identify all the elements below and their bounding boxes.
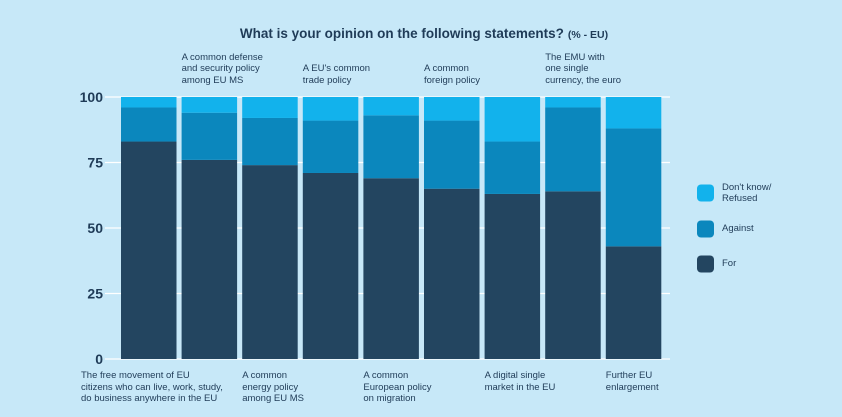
- category-label-line: one single: [545, 63, 589, 74]
- bar-segment-for: [424, 188, 480, 359]
- bar-segment-don-t-know-refused: [121, 97, 177, 108]
- category-label: A digital single market in the EU: [485, 370, 556, 393]
- bar-stack: [605, 97, 662, 359]
- bar-stack: [181, 97, 238, 359]
- bar-segment-don-t-know-refused: [605, 97, 662, 129]
- legend-label: Against: [722, 223, 754, 235]
- category-label-line: A common defense: [181, 51, 263, 63]
- bar-segment-don-t-know-refused: [363, 97, 419, 116]
- bar-stack: [363, 97, 419, 359]
- category-label-line: The free movement of EU: [81, 370, 190, 381]
- category-label-line: Further EU: [605, 370, 653, 381]
- bar-segment-for: [181, 159, 238, 359]
- stacked-bars: [121, 97, 662, 359]
- category-label-line: on migration: [363, 393, 416, 404]
- bar-segment-for: [121, 141, 177, 359]
- chart-title: What is your opinion on the following st…: [240, 26, 608, 41]
- bar-segment-for: [545, 191, 601, 359]
- category-label-line: among EU MS: [242, 393, 304, 404]
- bar-segment-for: [302, 172, 359, 359]
- category-label-line: trade policy: [302, 74, 352, 86]
- bar-segment-don-t-know-refused: [484, 97, 541, 142]
- category-label-line: The EMU with: [545, 51, 605, 63]
- bar-segment-against: [545, 107, 601, 192]
- category-label: The EMU with one single currency, the euro: [545, 52, 621, 87]
- bar-stack: [302, 97, 359, 359]
- category-label-line: A digital single: [484, 370, 546, 381]
- category-label-line: A common: [363, 370, 409, 381]
- category-label: A common European policy on migration: [363, 370, 431, 405]
- bar-segment-against: [484, 141, 541, 194]
- category-label-line: enlargement: [605, 381, 659, 393]
- category-label-line: European policy: [363, 381, 432, 393]
- chart-title-main: What is your opinion on the following st…: [240, 26, 564, 41]
- y-tick-label: 25: [87, 286, 103, 302]
- category-label-line: currency, the euro: [545, 74, 622, 86]
- category-label: A common foreign policy: [424, 63, 480, 86]
- legend-label-line: Refused: [722, 193, 758, 204]
- legend-label: Don't know/Refused: [722, 182, 771, 205]
- bar-segment-for: [484, 193, 541, 359]
- bar-segment-for: [363, 178, 419, 359]
- category-label: The free movement of EU citizens who can …: [81, 370, 223, 405]
- legend-label: For: [722, 258, 736, 270]
- bar-stack: [242, 97, 298, 359]
- category-label: A common defense and security policy among…: [182, 52, 263, 87]
- bar-segment-against: [181, 112, 238, 160]
- y-tick-label: 50: [87, 220, 103, 236]
- category-label-line: market in the EU: [484, 381, 556, 393]
- category-label-line: do business anywhere in the EU: [81, 393, 218, 404]
- bar-segment-against: [242, 117, 298, 166]
- chart-title-suffix: (% - EU): [568, 29, 608, 41]
- legend-label-line: Against: [722, 223, 754, 235]
- legend-label-line: For: [722, 258, 737, 270]
- category-label: A EU's common trade policy: [303, 63, 370, 86]
- bar-segment-against: [121, 107, 177, 142]
- category-label-line: and security policy: [181, 63, 260, 74]
- y-axis: 0 25 50 75 100: [80, 89, 104, 367]
- category-label: Further EU enlargement: [606, 370, 659, 393]
- bar-stack: [424, 97, 480, 359]
- category-label-line: citizens who can live, work, study,: [81, 381, 223, 393]
- legend-label-line: Don't know/: [722, 181, 772, 193]
- bar-stack: [545, 97, 601, 359]
- bar-segment-don-t-know-refused: [545, 97, 601, 108]
- category-label-line: energy policy: [242, 381, 299, 393]
- bar-segment-for: [242, 165, 298, 359]
- category-label-line: among EU MS: [181, 74, 244, 86]
- bar-stack: [484, 97, 541, 359]
- category-label-line: A common: [242, 370, 288, 381]
- bar-segment-don-t-know-refused: [242, 97, 298, 118]
- legend-swatch: [697, 184, 714, 202]
- bar-segment-against: [363, 115, 419, 179]
- bar-segment-don-t-know-refused: [302, 97, 359, 121]
- category-label: A common energy policy among EU MS: [242, 370, 304, 405]
- bar-segment-don-t-know-refused: [181, 97, 238, 113]
- bar-segment-against: [605, 128, 662, 247]
- legend-swatch: [697, 255, 714, 273]
- bar-segment-for: [605, 246, 662, 359]
- legend-swatch: [697, 220, 714, 238]
- y-tick-label: 0: [95, 351, 103, 367]
- y-tick-label: 100: [80, 89, 104, 105]
- bar-segment-against: [302, 120, 359, 173]
- bar-segment-against: [424, 120, 480, 189]
- category-label-line: A common: [424, 63, 469, 74]
- bar-stack: [121, 97, 177, 359]
- category-label-line: A EU's common: [302, 63, 371, 74]
- legend: [697, 184, 714, 273]
- category-label-line: foreign policy: [424, 74, 480, 86]
- y-tick-label: 75: [87, 155, 103, 171]
- bar-segment-don-t-know-refused: [424, 97, 480, 121]
